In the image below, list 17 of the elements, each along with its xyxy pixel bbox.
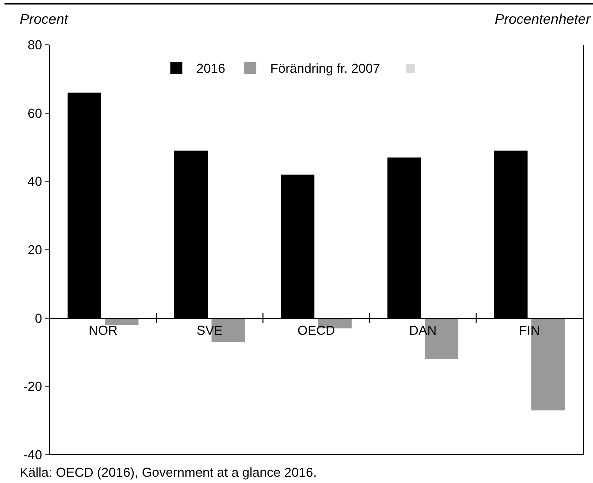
y-tick-label: -20 [24, 379, 42, 394]
y-tick-label: -40 [24, 448, 42, 463]
y-tick-label: 80 [28, 38, 42, 53]
y-tick-label: 60 [28, 106, 42, 121]
text: Källa: OECD (2016), Government at a glance 2016. [20, 465, 317, 480]
x-tick-label: OECD [298, 322, 336, 338]
x-tick-label: DAN [409, 322, 437, 338]
y-axis-title: Procent [20, 11, 70, 27]
y-tick-label: 0 [35, 310, 42, 326]
x-tick-label: SVE [196, 322, 224, 338]
x-tick-label: FIN [519, 322, 540, 338]
legend-label: 2016 [196, 61, 226, 76]
legend-label: Förändring fr. 2007 [270, 61, 380, 76]
y-tick-label: 40 [28, 174, 42, 190]
x-tick-label: NOR [88, 322, 118, 338]
y2-axis-title: Procentenheter [495, 11, 592, 27]
y-tick-label: 20 [28, 242, 42, 258]
